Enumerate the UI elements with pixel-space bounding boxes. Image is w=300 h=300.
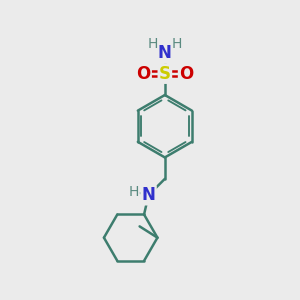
Text: N: N bbox=[142, 186, 155, 204]
Text: N: N bbox=[158, 44, 172, 62]
Text: O: O bbox=[179, 64, 194, 82]
Text: H: H bbox=[129, 184, 140, 199]
Text: O: O bbox=[136, 64, 151, 82]
Text: S: S bbox=[159, 64, 171, 82]
Text: H: H bbox=[148, 37, 158, 51]
Text: H: H bbox=[172, 37, 182, 51]
